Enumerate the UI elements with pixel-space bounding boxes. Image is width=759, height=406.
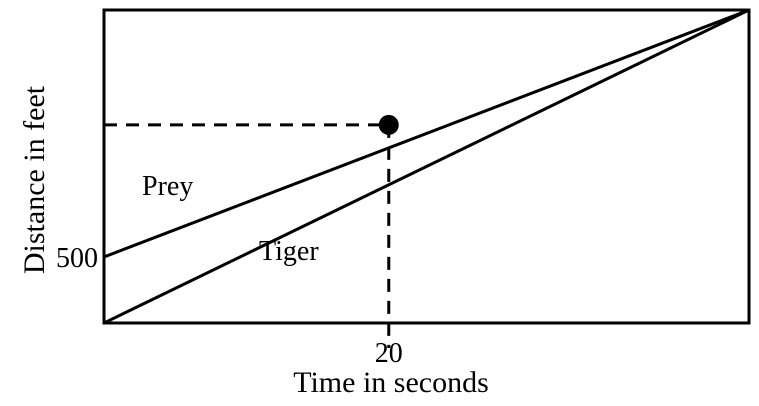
plot-border <box>102 8 751 325</box>
series-label-tiger: Tiger <box>259 236 319 267</box>
series-layer <box>104 10 749 323</box>
x-tick-label: 20 <box>375 338 403 369</box>
series-line-prey <box>104 10 749 259</box>
x-axis-title: Time in seconds <box>293 366 489 399</box>
labels-layer: Prey Tiger 20 500 <box>56 171 403 369</box>
series-label-prey: Prey <box>142 171 193 202</box>
intersection-point <box>378 114 399 135</box>
plot-frame <box>102 8 751 325</box>
guide-lines <box>104 123 391 348</box>
y-tick-label: 500 <box>56 243 98 274</box>
series-line-tiger <box>104 10 749 323</box>
y-axis-title: Distance in feet <box>18 85 51 274</box>
